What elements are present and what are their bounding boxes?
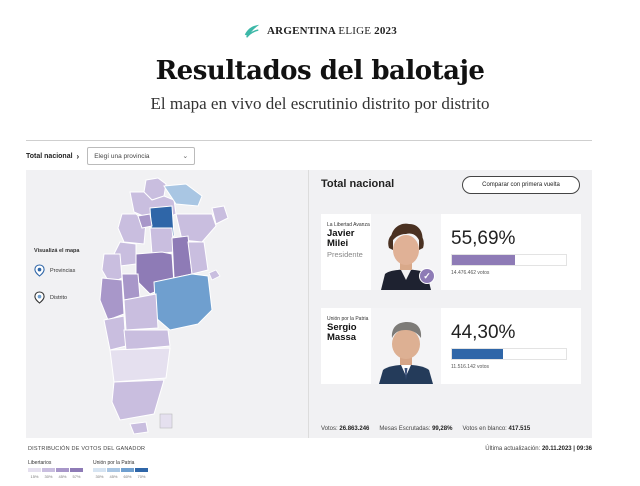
candidate-card-milei: La Libertad Avanza Javier Milei Presiden… bbox=[321, 214, 581, 290]
candidate-vote-bar-fill bbox=[452, 349, 503, 359]
map-province-formosa bbox=[163, 183, 203, 207]
winner-distribution-legend: DISTRIBUCIÓN DE VOTOS DEL GANADOR Libert… bbox=[28, 446, 148, 479]
candidate-party: La Libertad Avanza bbox=[327, 222, 370, 228]
map-province-catamarca bbox=[117, 213, 147, 245]
candidate-name: Sergio Massa bbox=[327, 322, 357, 343]
chevron-right-icon: › bbox=[76, 151, 80, 161]
candidate-party: Unión por la Patria bbox=[327, 316, 369, 322]
scope-breadcrumb[interactable]: Total nacional › bbox=[26, 152, 79, 161]
map-islands bbox=[208, 269, 221, 281]
compare-first-round-button[interactable]: Comparar con primera vuelta bbox=[462, 176, 580, 194]
brand-logo-icon bbox=[244, 24, 260, 38]
legend-tick-label: 45% bbox=[58, 474, 67, 479]
legend-swatch bbox=[107, 468, 120, 472]
province-select-value: Elegí una provincia bbox=[94, 152, 150, 160]
total-votes: Votos: 26.863.246 bbox=[321, 426, 370, 432]
map-pin-icon bbox=[34, 291, 45, 304]
legend-group-union-patria: Unión por la Patria 30% 45% 60% 70% bbox=[93, 460, 148, 479]
brand-name: ARGENTINA ELIGE 2023 bbox=[267, 25, 397, 37]
legend-swatch bbox=[56, 468, 69, 472]
legend-groups: Libertarios 15% 30% 45% 57% Unión por la Pa… bbox=[28, 460, 148, 479]
page-subtitle: El mapa en vivo del escrutinio distrito … bbox=[150, 94, 490, 113]
legend-group-libertarios: Libertarios 15% 30% 45% 57% bbox=[28, 460, 83, 479]
scope-label: Total nacional bbox=[26, 152, 73, 160]
map-view-option-distrito[interactable]: Distrito bbox=[34, 291, 94, 304]
candidate-vote-bar-fill bbox=[452, 255, 516, 265]
map-province-santa-cruz bbox=[111, 379, 165, 421]
candidate-name: Javier Milei bbox=[327, 228, 355, 249]
map-province-la-pampa bbox=[123, 293, 159, 331]
legend-swatch bbox=[70, 468, 83, 472]
map-view-option-provincias[interactable]: Provincias bbox=[34, 264, 94, 277]
map-province-chubut bbox=[109, 347, 171, 383]
province-select[interactable]: Elegí una provincia ⌄ bbox=[87, 147, 196, 165]
candidate-vote-bar bbox=[451, 348, 567, 360]
map-province-tucuman bbox=[137, 213, 153, 229]
map-province-neuquen bbox=[103, 315, 127, 351]
candidate-votes: 11.516.142 votos bbox=[451, 364, 489, 370]
legend-group-name: Unión por la Patria bbox=[93, 460, 135, 466]
legend-tick-label: 70% bbox=[137, 474, 146, 479]
divider bbox=[26, 140, 592, 141]
legend-tick-label: 60% bbox=[123, 474, 132, 479]
legend-tick-label: 30% bbox=[95, 474, 104, 479]
chevron-down-icon: ⌄ bbox=[182, 153, 189, 160]
candidate-role: Presidente bbox=[327, 250, 363, 259]
candidate-percent: 55,69% bbox=[451, 228, 516, 249]
legend-ticks: 30% 45% 60% 70% bbox=[93, 474, 148, 479]
map-inset-frame bbox=[159, 413, 173, 429]
legend-ticks: 15% 30% 45% 57% bbox=[28, 474, 83, 479]
legend-swatch bbox=[135, 468, 148, 472]
argentina-map[interactable] bbox=[26, 170, 308, 438]
map-province-mendoza bbox=[99, 277, 125, 321]
map-province-tierra-del-fuego bbox=[129, 421, 149, 435]
blank-votes: Votos en blanco: 417.515 bbox=[462, 426, 531, 432]
legend-tick-label: 45% bbox=[109, 474, 118, 479]
filter-row: Total nacional › Elegí una provincia ⌄ bbox=[26, 147, 196, 165]
candidate-card-massa: Unión por la Patria Sergio Massa 44,30% … bbox=[321, 308, 581, 384]
map-view-option-label: Distrito bbox=[50, 294, 68, 301]
map-province-misiones bbox=[211, 205, 229, 225]
tables-counted: Mesas Escrutadas: 99,28% bbox=[379, 426, 453, 432]
results-panel: Visualizá el mapa Provincias Distrito To… bbox=[26, 170, 592, 438]
candidate-votes: 14.476.462 votos bbox=[451, 270, 490, 276]
legend-tick-label: 57% bbox=[72, 474, 81, 479]
legend-swatches bbox=[28, 468, 83, 472]
candidate-photo bbox=[371, 308, 441, 384]
legend-swatch bbox=[93, 468, 106, 472]
map-pin-icon bbox=[34, 264, 45, 277]
page-title: Resultados del balotaje bbox=[155, 56, 485, 86]
map-province-san-luis bbox=[121, 273, 141, 301]
map-area: Visualizá el mapa Provincias Distrito bbox=[26, 170, 308, 438]
legend-group-name: Libertarios bbox=[28, 460, 52, 466]
results-heading: Total nacional bbox=[321, 178, 395, 190]
legend-tick-label: 30% bbox=[44, 474, 53, 479]
legend-swatch bbox=[42, 468, 55, 472]
map-province-santiago bbox=[149, 227, 175, 255]
legend-swatch bbox=[28, 468, 41, 472]
totals-row: Votos: 26.863.246 Mesas Escrutadas: 99,2… bbox=[321, 426, 530, 432]
map-province-corrientes bbox=[175, 213, 217, 243]
legend-swatch bbox=[121, 468, 134, 472]
map-view-title: Visualizá el mapa bbox=[34, 248, 80, 254]
last-updated: Última actualización: 20.11.2023 | 09:36 bbox=[485, 446, 592, 452]
candidate-vote-bar bbox=[451, 254, 567, 266]
legend-swatches bbox=[93, 468, 148, 472]
legend-title: DISTRIBUCIÓN DE VOTOS DEL GANADOR bbox=[28, 446, 146, 452]
candidate-percent: 44,30% bbox=[451, 322, 516, 343]
candidate-photo bbox=[371, 214, 441, 290]
map-view-toggle: Visualizá el mapa Provincias Distrito bbox=[34, 248, 94, 318]
legend-tick-label: 15% bbox=[30, 474, 39, 479]
map-province-buenos-aires bbox=[153, 273, 213, 331]
map-view-option-label: Provincias bbox=[50, 267, 76, 274]
brand-header: ARGENTINA ELIGE 2023 bbox=[0, 22, 640, 40]
results-sidebar: Total nacional Comparar con primera vuel… bbox=[308, 170, 592, 438]
map-province-entre-rios bbox=[187, 241, 209, 275]
winner-check-icon: ✓ bbox=[419, 268, 435, 284]
map-province-rio-negro bbox=[123, 329, 171, 351]
